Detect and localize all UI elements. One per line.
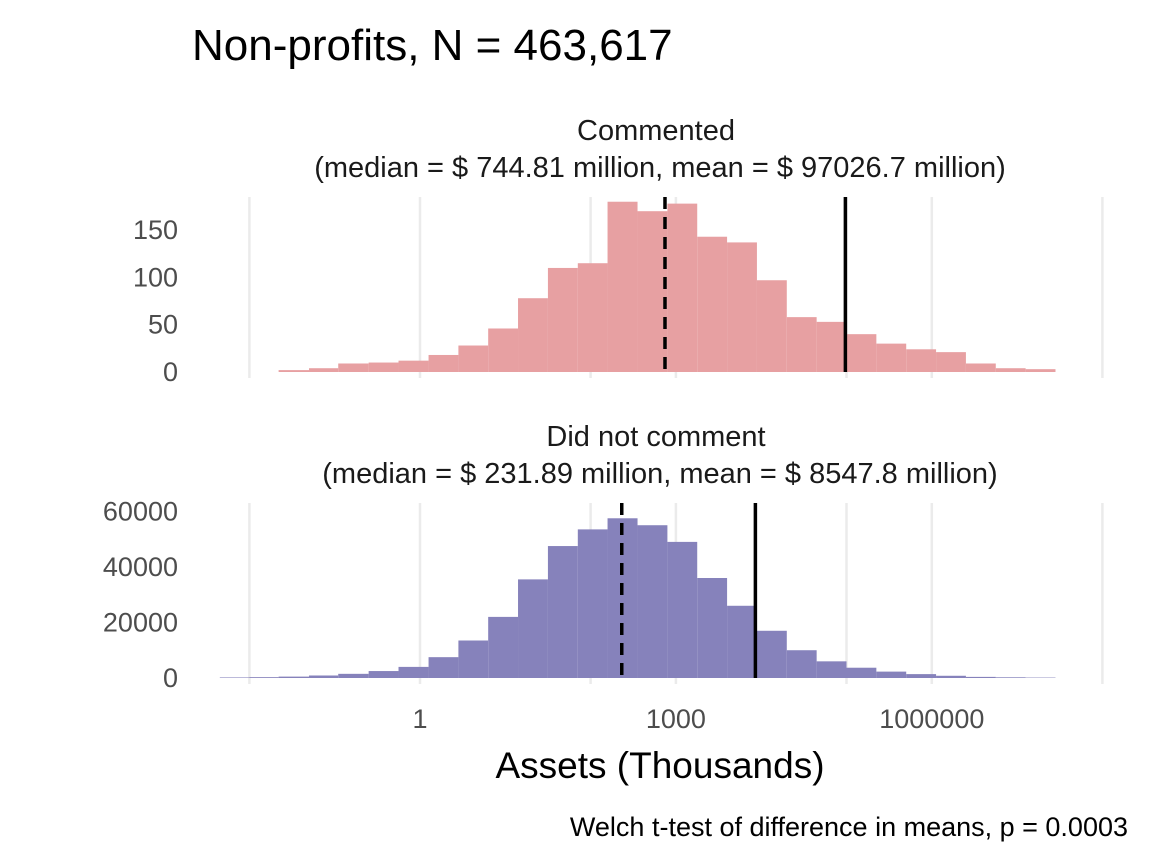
bar-did-not-comment-10 — [518, 579, 548, 678]
bar-did-not-comment-16 — [697, 578, 728, 678]
y-axis-ticks-did-not-comment: 0 20000 40000 60000 — [103, 496, 178, 693]
y-tick-label-commented: 150 — [133, 215, 178, 245]
bar-did-not-comment-2 — [278, 676, 310, 678]
bar-did-not-comment-23 — [906, 674, 937, 678]
panel-title-did-not-comment: Did not comment — [546, 421, 765, 453]
bar-did-not-comment-0 — [219, 677, 250, 678]
caption: Welch t-test of difference in means, p =… — [570, 812, 1128, 842]
bar-commented-20 — [876, 343, 907, 372]
bar-commented-24 — [995, 368, 1026, 372]
bar-commented-3 — [368, 362, 399, 372]
bar-did-not-comment-3 — [309, 675, 339, 678]
bar-commented-6 — [458, 345, 489, 372]
x-axis-label: Assets (Thousands) — [495, 745, 824, 786]
panel-did-not-comment: Did not comment (median = $ 231.89 milli… — [103, 421, 1104, 693]
bar-did-not-comment-5 — [368, 671, 399, 678]
reference-lines-commented — [663, 197, 848, 372]
bar-commented-23 — [965, 363, 996, 372]
bar-commented-13 — [667, 203, 698, 372]
bar-commented-8 — [518, 298, 548, 372]
y-tick-label-commented: 50 — [148, 310, 178, 340]
panel-subtitle-did-not-comment: (median = $ 231.89 million, mean = $ 854… — [322, 458, 997, 490]
bar-commented-16 — [756, 280, 787, 372]
bar-did-not-comment-25 — [965, 676, 996, 678]
x-tick-label: 1000000 — [879, 704, 984, 734]
panel-subtitle-commented: (median = $ 744.81 million, mean = $ 970… — [314, 152, 1006, 184]
bar-commented-2 — [338, 363, 369, 372]
bar-did-not-comment-18 — [756, 630, 787, 678]
y-tick-label-did-not-comment: 20000 — [103, 607, 178, 637]
panel-title-commented: Commented — [577, 115, 735, 147]
y-tick-label-commented: 100 — [133, 262, 178, 292]
x-axis-ticks: 1 1000 1000000 — [412, 704, 984, 734]
bar-did-not-comment-15 — [667, 541, 698, 678]
bar-commented-5 — [428, 354, 459, 372]
reference-lines-did-not-comment — [620, 503, 758, 678]
bar-did-not-comment-22 — [876, 671, 907, 678]
bar-did-not-comment-12 — [577, 529, 608, 678]
bar-commented-0 — [278, 370, 310, 372]
bars-did-not-comment — [219, 518, 1056, 678]
bar-commented-1 — [309, 368, 339, 372]
bar-did-not-comment-20 — [816, 661, 847, 678]
bar-did-not-comment-8 — [458, 640, 489, 678]
y-axis-ticks-commented: 0 50 100 150 — [133, 215, 178, 387]
bar-did-not-comment-19 — [786, 650, 817, 678]
bar-did-not-comment-26 — [995, 677, 1026, 678]
bar-commented-19 — [846, 334, 877, 372]
bar-did-not-comment-11 — [547, 546, 578, 678]
bar-commented-22 — [936, 352, 966, 372]
bar-did-not-comment-1 — [249, 677, 279, 678]
bar-did-not-comment-6 — [398, 666, 429, 678]
bar-did-not-comment-24 — [936, 675, 966, 678]
bar-did-not-comment-17 — [727, 605, 757, 678]
panel-commented: Commented (median = $ 744.81 million, me… — [133, 115, 1104, 387]
figure-title: Non-profits, N = 463,617 — [192, 21, 673, 70]
bar-commented-25 — [1025, 369, 1056, 372]
y-tick-label-did-not-comment: 60000 — [103, 496, 178, 526]
x-tick-label: 1000 — [646, 704, 706, 734]
bar-did-not-comment-21 — [846, 667, 877, 678]
bar-commented-11 — [607, 201, 638, 372]
bar-commented-21 — [906, 349, 937, 372]
y-tick-label-did-not-comment: 0 — [163, 663, 178, 693]
bar-commented-4 — [398, 360, 429, 372]
bar-commented-7 — [488, 328, 519, 372]
y-tick-label-did-not-comment: 40000 — [103, 552, 178, 582]
x-tick-label: 1 — [412, 704, 427, 734]
bar-did-not-comment-14 — [637, 525, 668, 678]
bars-commented — [278, 201, 1056, 372]
bar-commented-14 — [697, 236, 728, 372]
bar-commented-10 — [577, 263, 608, 372]
bar-commented-12 — [637, 211, 668, 372]
bar-did-not-comment-9 — [488, 616, 519, 678]
bar-commented-17 — [786, 317, 817, 372]
bar-did-not-comment-4 — [338, 673, 369, 678]
y-tick-label-commented: 0 — [163, 357, 178, 387]
bar-commented-18 — [816, 321, 847, 372]
bar-commented-9 — [547, 267, 578, 372]
bar-did-not-comment-7 — [428, 657, 459, 678]
bar-commented-15 — [727, 242, 757, 372]
